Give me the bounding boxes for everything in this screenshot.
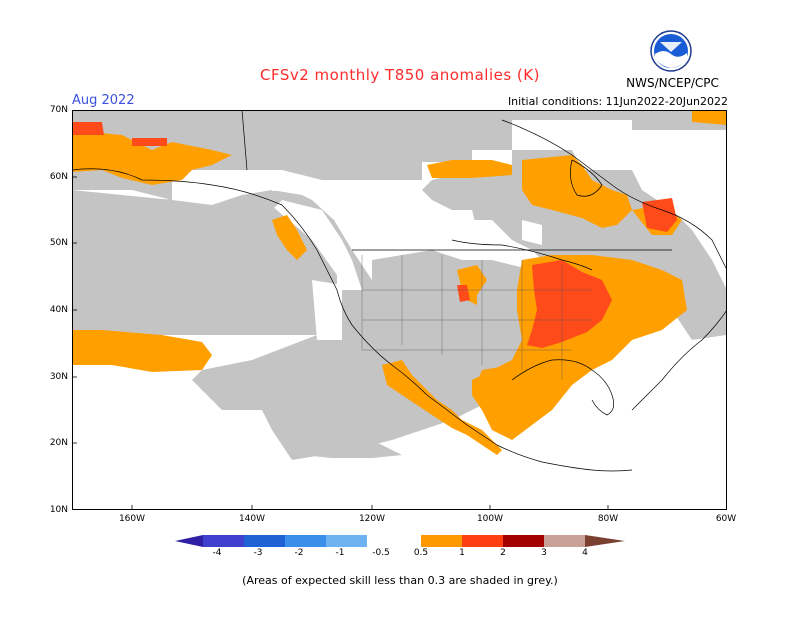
lon-label: 100W [476, 514, 504, 524]
lon-label: 60W [715, 514, 737, 524]
lat-label: 40N [49, 305, 68, 315]
lat-label: 20N [49, 438, 68, 448]
lon-label: 120W [358, 514, 386, 524]
coastlines [72, 110, 727, 472]
anomaly-map [72, 110, 727, 510]
colorbar-label: 1 [459, 548, 465, 558]
lon-label: 80W [597, 514, 619, 524]
lat-label: 70N [49, 105, 68, 115]
initial-conditions: Initial conditions: 11Jun2022-20Jun2022 [507, 95, 728, 108]
colorbar-label: -1 [335, 548, 345, 558]
colorbar-label: 0.5 [413, 548, 429, 558]
colorbar-label: -2 [294, 548, 304, 558]
neutral-regions [72, 170, 727, 510]
lon-label: 160W [118, 514, 146, 524]
strong-anomaly-regions [72, 122, 677, 348]
map-title: CFSv2 monthly T850 anomalies (K) [260, 66, 540, 84]
lat-label: 10N [49, 505, 68, 515]
colorbar-label: 3 [541, 548, 547, 558]
lat-label: 50N [49, 238, 68, 248]
colorbar-label: 2 [500, 548, 506, 558]
agency-label: NWS/NCEP/CPC [626, 76, 719, 90]
forecast-month: Aug 2022 [72, 93, 135, 108]
colorbar-label: -0.5 [372, 548, 390, 558]
lat-label: 30N [49, 372, 68, 382]
state-borders [361, 255, 592, 380]
colorbar-label: -4 [212, 548, 222, 558]
map-frame [72, 110, 727, 510]
lat-label: 60N [49, 172, 68, 182]
noaa-logo-icon [650, 30, 692, 72]
footnote: (Areas of expected skill less than 0.3 a… [242, 574, 558, 587]
colorbar [175, 535, 625, 547]
lon-label: 140W [238, 514, 266, 524]
colorbar-label: 4 [582, 548, 588, 558]
colorbar-label: -3 [253, 548, 263, 558]
